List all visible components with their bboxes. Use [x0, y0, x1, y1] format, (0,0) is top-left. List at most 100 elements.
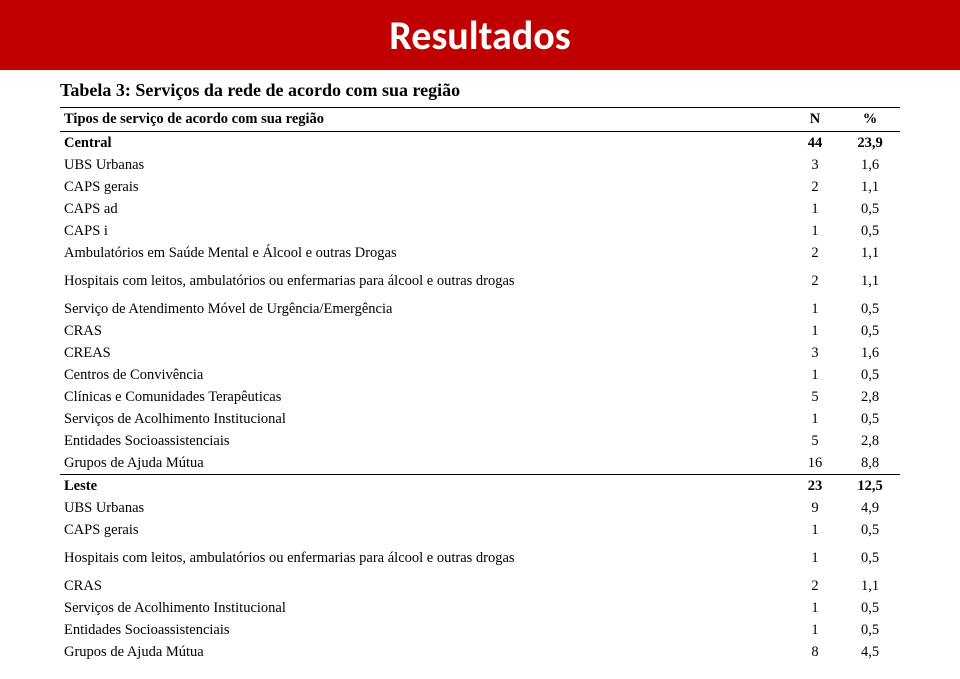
cell-n: 1	[790, 298, 840, 320]
cell-pct: 1,1	[840, 270, 900, 292]
table-row: CAPS gerais21,1	[60, 176, 900, 198]
table-row: Serviço de Atendimento Móvel de Urgência…	[60, 298, 900, 320]
cell-pct: 0,5	[840, 198, 900, 220]
cell-pct: 0,5	[840, 619, 900, 641]
cell-pct: 2,8	[840, 430, 900, 452]
cell-n: 3	[790, 154, 840, 176]
cell-n: 16	[790, 452, 840, 475]
cell-label: Hospitais com leitos, ambulatórios ou en…	[60, 270, 790, 292]
table-row: Ambulatórios em Saúde Mental e Álcool e …	[60, 242, 900, 264]
cell-label: CAPS ad	[60, 198, 790, 220]
cell-pct: 23,9	[840, 132, 900, 155]
cell-pct: 2,8	[840, 386, 900, 408]
cell-n: 5	[790, 386, 840, 408]
col-header-pct: %	[840, 108, 900, 132]
table-section-row: Leste2312,5	[60, 475, 900, 498]
table-row: CAPS i10,5	[60, 220, 900, 242]
cell-pct: 0,5	[840, 547, 900, 569]
cell-label: Entidades Socioassistenciais	[60, 430, 790, 452]
table-row: CREAS31,6	[60, 342, 900, 364]
table-section-row: Central4423,9	[60, 132, 900, 155]
cell-n: 1	[790, 619, 840, 641]
cell-n: 2	[790, 270, 840, 292]
cell-n: 1	[790, 220, 840, 242]
table-row: Grupos de Ajuda Mútua84,5	[60, 641, 900, 663]
cell-pct: 0,5	[840, 298, 900, 320]
cell-label: Centros de Convivência	[60, 364, 790, 386]
cell-n: 1	[790, 597, 840, 619]
table-row: Clínicas e Comunidades Terapêuticas52,8	[60, 386, 900, 408]
table-row: UBS Urbanas31,6	[60, 154, 900, 176]
cell-n: 5	[790, 430, 840, 452]
table-row: Serviços de Acolhimento Institucional10,…	[60, 597, 900, 619]
cell-pct: 4,5	[840, 641, 900, 663]
table-caption: Tabela 3: Serviços da rede de acordo com…	[60, 80, 900, 101]
cell-pct: 0,5	[840, 408, 900, 430]
data-table: Tipos de serviço de acordo com sua regiã…	[60, 107, 900, 663]
cell-pct: 1,6	[840, 154, 900, 176]
cell-n: 2	[790, 242, 840, 264]
table-body: Central4423,9UBS Urbanas31,6CAPS gerais2…	[60, 132, 900, 664]
cell-label: Serviços de Acolhimento Institucional	[60, 597, 790, 619]
col-header-n: N	[790, 108, 840, 132]
cell-n: 2	[790, 575, 840, 597]
page-title: Resultados	[389, 11, 570, 60]
cell-label: Ambulatórios em Saúde Mental e Álcool e …	[60, 242, 790, 264]
cell-n: 1	[790, 519, 840, 541]
title-bar: Resultados	[0, 0, 960, 70]
table-row: Serviços de Acolhimento Institucional10,…	[60, 408, 900, 430]
cell-n: 44	[790, 132, 840, 155]
cell-n: 1	[790, 408, 840, 430]
col-header-service: Tipos de serviço de acordo com sua regiã…	[60, 108, 790, 132]
table-row: CAPS gerais10,5	[60, 519, 900, 541]
cell-pct: 4,9	[840, 497, 900, 519]
cell-pct: 1,6	[840, 342, 900, 364]
cell-n: 1	[790, 547, 840, 569]
cell-n: 3	[790, 342, 840, 364]
content-area: Tabela 3: Serviços da rede de acordo com…	[0, 70, 960, 663]
cell-label: Leste	[60, 475, 790, 498]
cell-label: UBS Urbanas	[60, 154, 790, 176]
table-row: CRAS10,5	[60, 320, 900, 342]
cell-label: CREAS	[60, 342, 790, 364]
cell-n: 1	[790, 364, 840, 386]
cell-pct: 0,5	[840, 364, 900, 386]
table-row: Entidades Socioassistenciais52,8	[60, 430, 900, 452]
table-row: Hospitais com leitos, ambulatórios ou en…	[60, 270, 900, 292]
cell-pct: 8,8	[840, 452, 900, 475]
table-header-row: Tipos de serviço de acordo com sua regiã…	[60, 108, 900, 132]
cell-label: Central	[60, 132, 790, 155]
cell-n: 2	[790, 176, 840, 198]
table-row: Entidades Socioassistenciais10,5	[60, 619, 900, 641]
cell-pct: 0,5	[840, 320, 900, 342]
cell-pct: 0,5	[840, 220, 900, 242]
cell-label: Grupos de Ajuda Mútua	[60, 452, 790, 475]
cell-label: Serviço de Atendimento Móvel de Urgência…	[60, 298, 790, 320]
cell-n: 23	[790, 475, 840, 498]
cell-label: CAPS i	[60, 220, 790, 242]
table-row: CRAS21,1	[60, 575, 900, 597]
cell-label: CRAS	[60, 320, 790, 342]
cell-label: Hospitais com leitos, ambulatórios ou en…	[60, 547, 790, 569]
table-row: Hospitais com leitos, ambulatórios ou en…	[60, 547, 900, 569]
cell-n: 9	[790, 497, 840, 519]
cell-pct: 1,1	[840, 575, 900, 597]
table-row: Centros de Convivência10,5	[60, 364, 900, 386]
cell-pct: 12,5	[840, 475, 900, 498]
cell-label: CRAS	[60, 575, 790, 597]
cell-pct: 1,1	[840, 176, 900, 198]
cell-label: Serviços de Acolhimento Institucional	[60, 408, 790, 430]
cell-label: Clínicas e Comunidades Terapêuticas	[60, 386, 790, 408]
cell-pct: 1,1	[840, 242, 900, 264]
cell-n: 1	[790, 198, 840, 220]
cell-n: 8	[790, 641, 840, 663]
table-row: CAPS ad10,5	[60, 198, 900, 220]
table-row: UBS Urbanas94,9	[60, 497, 900, 519]
cell-label: CAPS gerais	[60, 519, 790, 541]
cell-label: Entidades Socioassistenciais	[60, 619, 790, 641]
cell-pct: 0,5	[840, 597, 900, 619]
cell-pct: 0,5	[840, 519, 900, 541]
cell-label: Grupos de Ajuda Mútua	[60, 641, 790, 663]
table-row: Grupos de Ajuda Mútua168,8	[60, 452, 900, 475]
cell-label: CAPS gerais	[60, 176, 790, 198]
